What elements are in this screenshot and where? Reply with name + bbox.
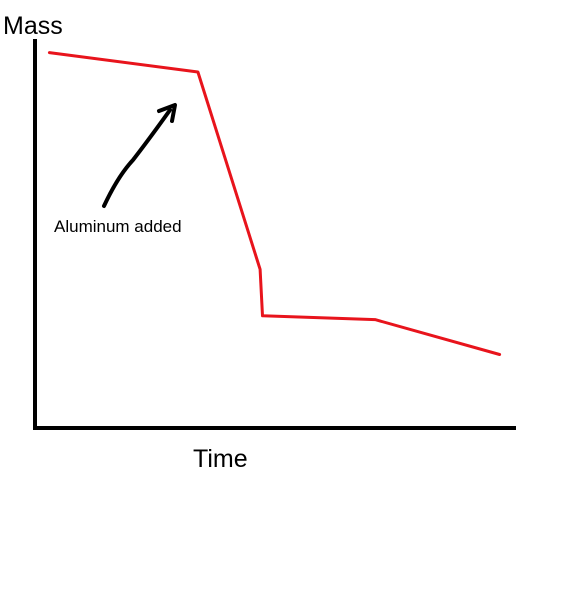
y-axis-label: Mass (3, 12, 63, 40)
x-axis-label: Time (193, 445, 248, 473)
annotation-arrow-head (157, 103, 177, 123)
series-layer (47, 51, 502, 356)
annotation-arrow (102, 108, 172, 208)
annotation-label: Aluminum added (54, 217, 182, 236)
series-line-0 (47, 51, 502, 356)
